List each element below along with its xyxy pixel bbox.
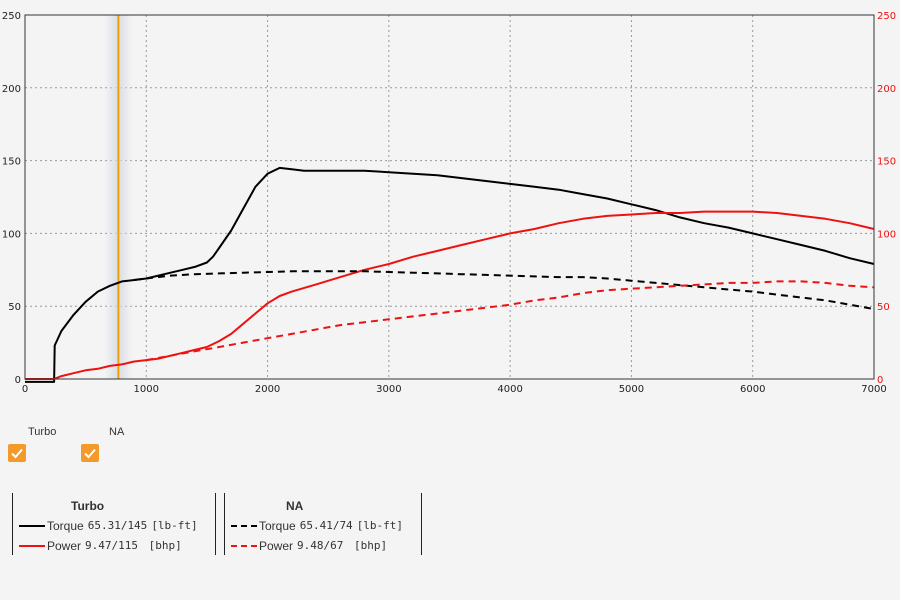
toggle-turbo[interactable]: Turbo: [0, 426, 60, 462]
y-tick-label: 50: [8, 302, 21, 313]
legend-turbo-title: Turbo: [71, 499, 105, 513]
legend-series-unit: [lb-ft]: [151, 519, 198, 533]
y-tick-label: 250: [2, 11, 21, 22]
legend-swatch: [19, 524, 45, 527]
legend-series-value: 65.31/145: [87, 519, 148, 533]
toggle-turbo-label: Turbo: [28, 426, 57, 438]
toggle-na-checkbox[interactable]: [81, 444, 99, 462]
x-tick-label: 2000: [255, 384, 280, 395]
x-tick-label: 1000: [134, 384, 159, 395]
y-tick-label: 100: [2, 229, 21, 240]
legend-series-name: Power: [47, 538, 82, 553]
legend-series-unit: [lb-ft]: [356, 519, 404, 533]
legend-na-torque: Torque 65.41/74 [lb-ft]: [231, 518, 403, 534]
legend-series-name: Torque: [259, 518, 296, 533]
data-series: [25, 166, 875, 383]
toggle-na-label: NA: [109, 426, 125, 438]
legend-swatch: [19, 544, 45, 547]
legend-series-name: Torque: [47, 518, 84, 533]
x-tick-label: 4000: [497, 384, 522, 395]
legend-series-unit: [bhp]: [142, 539, 182, 553]
y2-tick-label: 50: [877, 302, 890, 313]
y2-tick-label: 150: [877, 157, 896, 168]
legend-series-value: 9.48/67: [297, 539, 344, 553]
legend-series-unit: [bhp]: [347, 539, 388, 553]
x-tick-label: 0: [22, 384, 28, 395]
legend-series-value: 65.41/74: [299, 519, 353, 533]
series-turbo-power: [25, 210, 875, 380]
x-tick-label: 7000: [861, 384, 886, 395]
toggle-turbo-checkbox[interactable]: [8, 444, 26, 462]
series-na-torque: [134, 270, 875, 311]
checkmark-icon: [11, 448, 23, 459]
y-tick-label: 150: [2, 157, 21, 168]
dyno-chart[interactable]: 0 1000 2000 3000 4000 5000 6000 700005010015020…: [0, 0, 900, 420]
x-tick-label: 3000: [376, 384, 401, 395]
legend-turbo-torque: Torque 65.31/145 [lb-ft]: [19, 518, 198, 534]
legend-turbo-power: Power 9.47/115 [bhp]: [19, 538, 182, 554]
legend-turbo: Turbo Torque 65.31/145 [lb-ft] Power 9.47/1…: [12, 493, 216, 555]
plot-background: [25, 15, 874, 379]
legend-series-name: Power: [259, 538, 294, 553]
legend-swatch: [231, 544, 257, 547]
axis-ticks: 0 1000 2000 3000 4000 5000 6000 700005010015020…: [2, 11, 896, 395]
y-tick-label: 0: [15, 375, 21, 386]
legend-series-value: 9.47/115: [85, 539, 138, 553]
legend-na-title: NA: [286, 499, 304, 513]
x-tick-label: 6000: [740, 384, 765, 395]
plot-frame: [24, 14, 875, 380]
grid-lines: [25, 15, 874, 379]
y2-tick-label: 100: [877, 229, 896, 240]
legend-na-power: Power 9.48/67 [bhp]: [231, 538, 387, 554]
y2-tick-label: 0: [877, 375, 883, 386]
y2-tick-label: 200: [877, 84, 896, 95]
y-tick-label: 200: [2, 84, 21, 95]
x-tick-label: 5000: [619, 384, 644, 395]
toggle-na[interactable]: NA: [73, 426, 133, 462]
series-na-power: [146, 280, 875, 362]
y2-tick-label: 250: [877, 11, 896, 22]
rpm-cursor[interactable]: [104, 15, 133, 379]
legend-na: NA Torque 65.41/74 [lb-ft] Power 9.48/67 [b…: [224, 493, 422, 555]
series-turbo-torque: [25, 166, 875, 383]
checkmark-icon: [84, 448, 96, 459]
legend-swatch: [231, 524, 257, 527]
